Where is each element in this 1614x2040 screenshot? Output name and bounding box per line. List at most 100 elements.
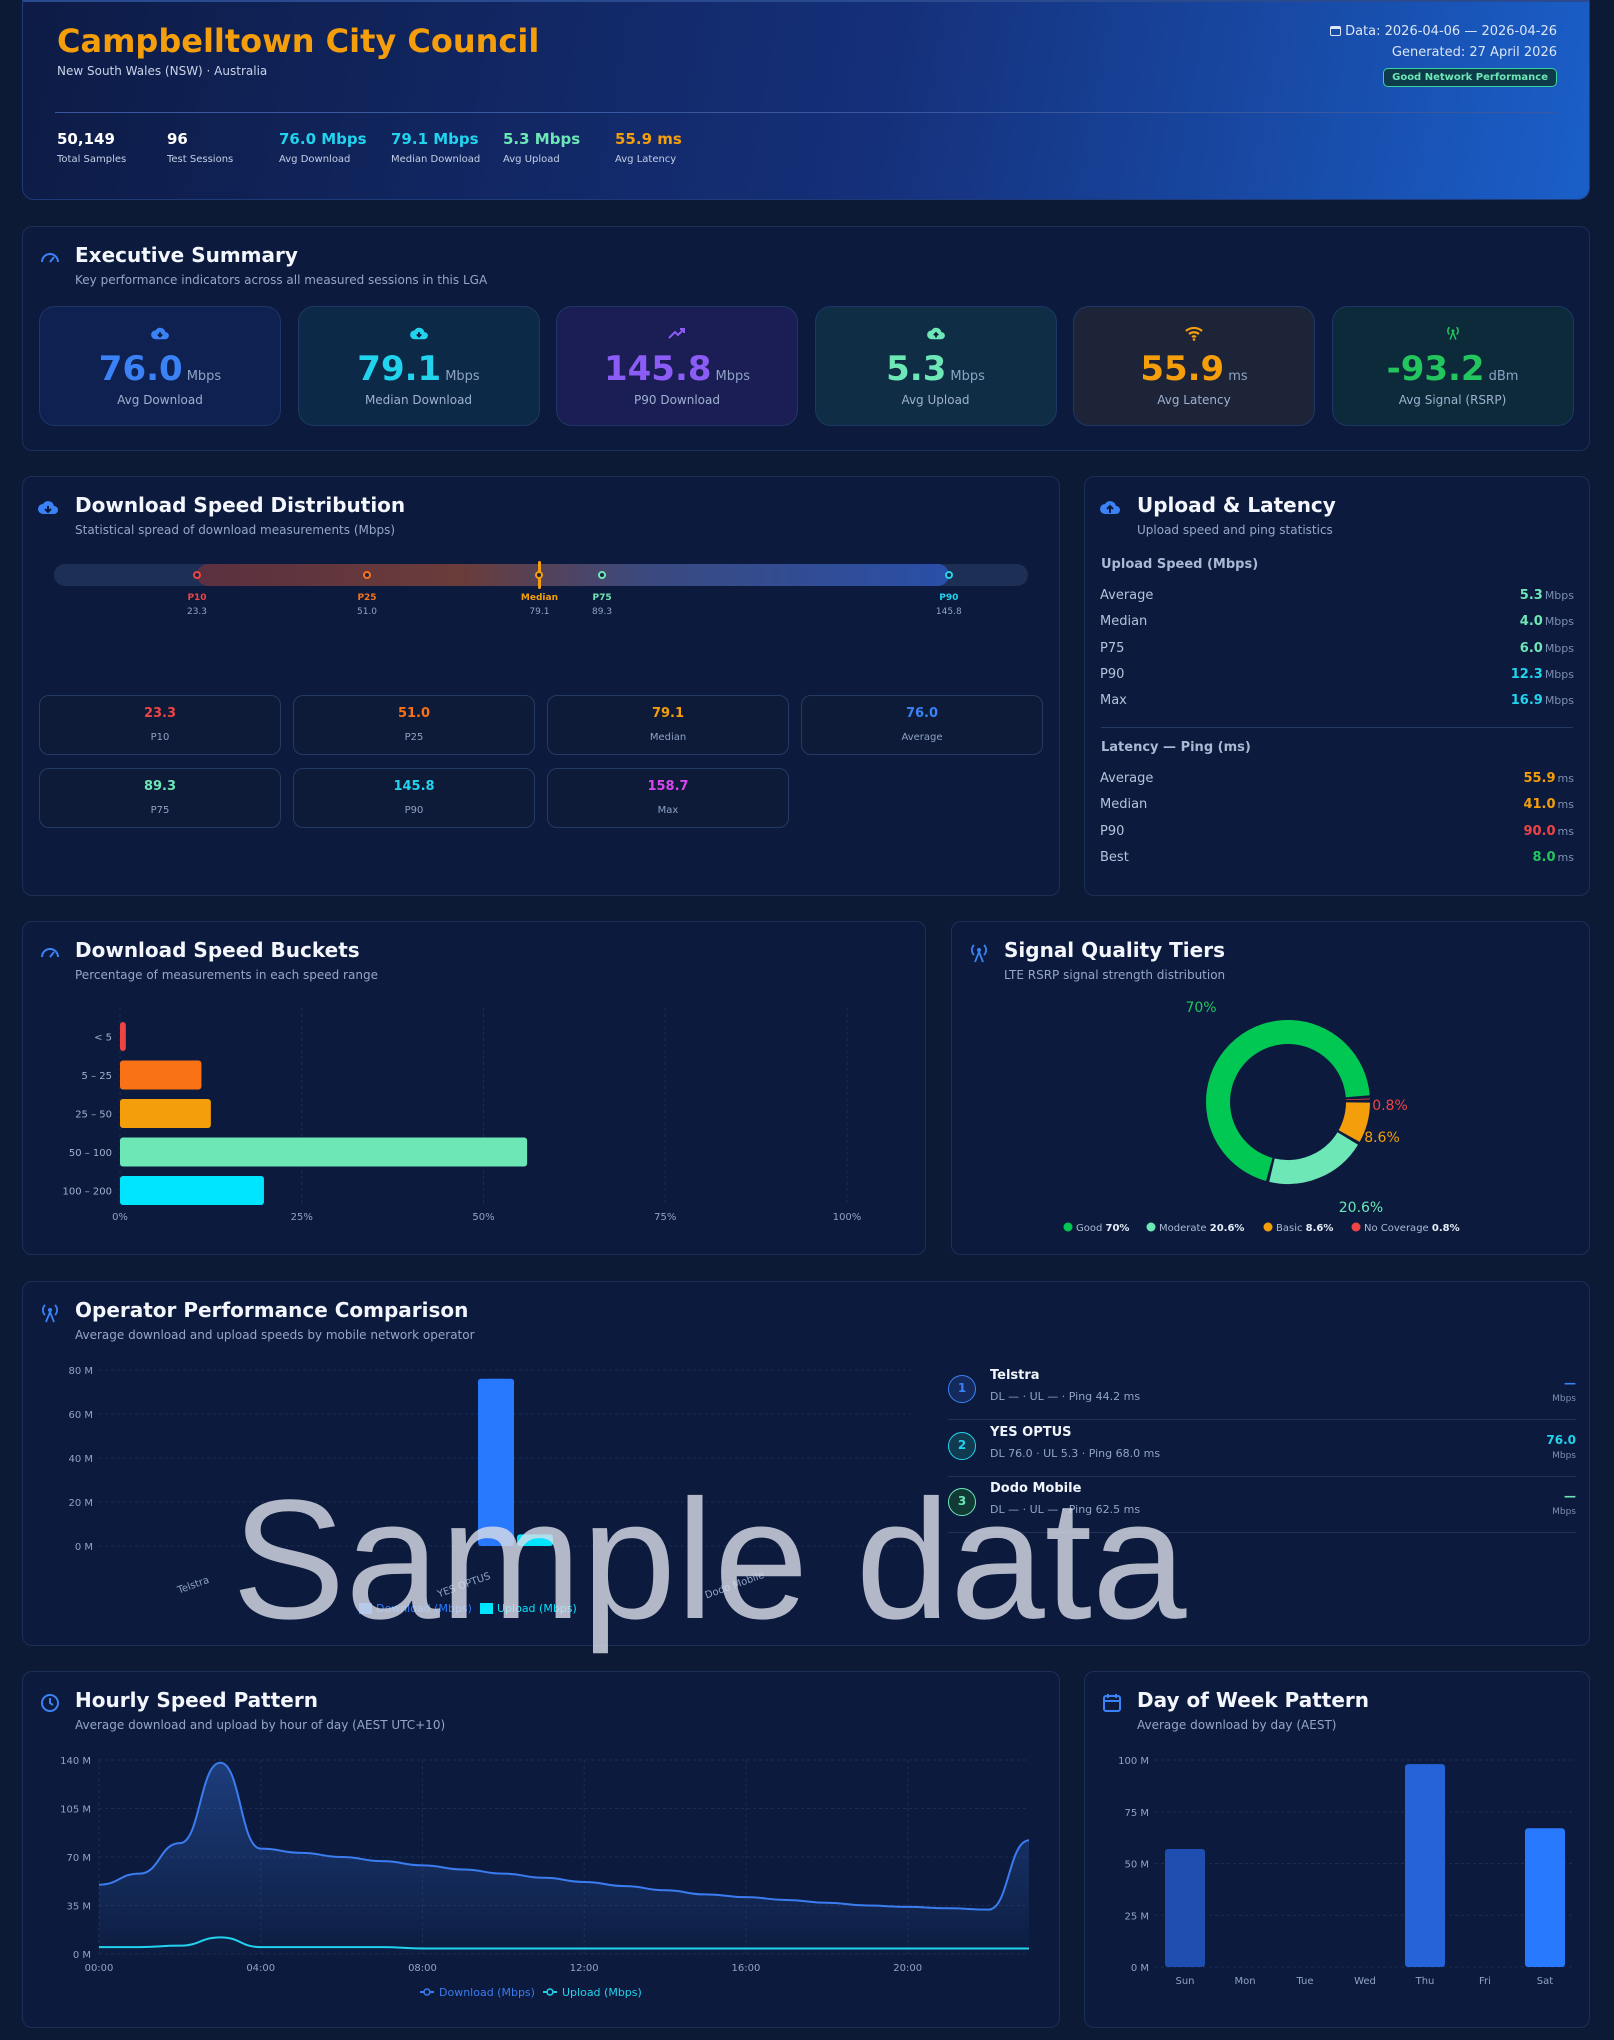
percentile-value: 145.8 [393, 779, 435, 794]
kpi-value: -93.2 dBm [1333, 349, 1573, 389]
marker-label: P25 [357, 593, 377, 603]
section-subtitle: Key performance indicators across all me… [75, 273, 488, 287]
rank-badge: 3 [948, 1488, 976, 1516]
section-title: Download Speed Buckets [75, 938, 360, 962]
legend-swatch [1263, 1222, 1273, 1232]
percentile-value: 89.3 [143, 779, 177, 794]
x-tick-label: Mon [1234, 1976, 1255, 1987]
kpi-unit: dBm [1488, 369, 1519, 384]
kpi-number: 55.9 [1140, 349, 1225, 389]
gauge-icon [41, 253, 59, 263]
upload-stat-row: Average 5.3 Mbps [1100, 588, 1574, 608]
wifi-icon [1074, 325, 1314, 345]
x-tick-label: 00:00 [85, 1963, 114, 1974]
operator-name: YES OPTUS [990, 1424, 1072, 1440]
summary-stat: 96 Test Sessions [167, 130, 233, 165]
header-top-line [23, 0, 1589, 2]
cloud-upload-icon [1100, 501, 1120, 514]
category-label: 25 – 50 [75, 1110, 112, 1121]
latency-stat-row: Average 55.9 ms [1100, 771, 1574, 791]
legend-entry: Basic 8.6% [1276, 1223, 1333, 1234]
legend-entry: Upload (Mbps) [562, 1986, 642, 1999]
slice-label: 8.6% [1364, 1130, 1400, 1146]
speed-buckets-card: Download Speed Buckets Percentage of mea… [22, 921, 926, 1255]
row-label: Median [1100, 614, 1148, 630]
marker-value: 51.0 [356, 607, 378, 617]
cloud-upload-icon [816, 325, 1056, 345]
distribution-range-fill [197, 564, 949, 586]
slice-label: 0.8% [1372, 1098, 1408, 1114]
percentile-box: 79.1 Median [547, 695, 789, 755]
kpi-unit: Mbps [186, 369, 222, 384]
stat-label: Median Download [391, 154, 481, 165]
kpi-label: Avg Upload [901, 393, 970, 407]
percentile-label: Median [649, 732, 687, 743]
donut-slice [1338, 1101, 1370, 1142]
operator-row[interactable]: 1 Telstra DL — · UL — · Ping 44.2 ms — Mbps [948, 1364, 1576, 1420]
signal-tower-icon [1333, 325, 1573, 345]
donut-slice [1269, 1131, 1358, 1184]
x-tick-label: YES OPTUS [435, 1571, 492, 1601]
percentile-label: Average [901, 732, 943, 743]
section-subtitle: Average download and upload by hour of d… [75, 1718, 446, 1732]
kpi-label: Avg Signal (RSRP) [1398, 393, 1507, 407]
operator-row[interactable]: 2 YES OPTUS DL 76.0 · UL 5.3 · Ping 68.0 m… [948, 1421, 1576, 1477]
marker-value: 145.8 [935, 607, 962, 617]
operator-details: DL — · UL — · Ping 44.2 ms [990, 1390, 1141, 1403]
x-tick-label: Thu [1415, 1976, 1435, 1987]
operator-speed: 76.0 [1546, 1432, 1576, 1447]
legend-entry: Moderate 20.6% [1159, 1223, 1244, 1234]
kpi-card: -93.2 dBm Avg Signal (RSRP) [1331, 306, 1574, 426]
marker-dot [598, 571, 607, 579]
y-tick-label: 35 M [66, 1902, 91, 1913]
series-line [98, 1761, 1030, 1911]
legend-entry: Download (Mbps) [376, 1602, 472, 1615]
percentile-value: 79.1 [651, 706, 685, 721]
section-subtitle: Percentage of measurements in each speed… [75, 968, 378, 982]
kpi-value: 5.3 Mbps [816, 349, 1056, 389]
signal-tower-icon [42, 1304, 58, 1323]
cloud-download-icon [40, 325, 280, 345]
summary-stat: 50,149 Total Samples [57, 130, 126, 165]
row-label: P75 [1100, 640, 1125, 656]
kpi-value: 55.9 ms [1074, 349, 1314, 389]
rank-badge: 2 [948, 1431, 976, 1460]
x-tick-label: 12:00 [570, 1963, 599, 1974]
x-tick-label: 16:00 [732, 1963, 761, 1974]
cloud-download-icon [299, 325, 539, 345]
category-label: 100 – 200 [62, 1187, 112, 1198]
marker-dot [535, 571, 544, 579]
x-tick-label: 75% [654, 1212, 676, 1223]
y-tick-label: 40 M [68, 1454, 93, 1465]
percentile-box: 145.8 P90 [293, 768, 535, 828]
clock-icon [41, 1694, 59, 1712]
kpi-number: -93.2 [1386, 349, 1485, 389]
day-bar [1405, 1764, 1445, 1967]
section-title: Executive Summary [75, 243, 298, 267]
category-label: 50 – 100 [69, 1148, 112, 1159]
row-label: Average [1100, 588, 1154, 603]
operator-row[interactable]: 3 Dodo Mobile DL — · UL — · Ping 62.5 ms — M… [948, 1477, 1576, 1533]
category-label: < 5 [94, 1033, 112, 1044]
row-label: P90 [1100, 823, 1125, 839]
operator-details: DL — · UL — · Ping 62.5 ms [990, 1503, 1141, 1516]
operator-comparison-card: Operator Performance Comparison Average … [22, 1281, 1590, 1646]
percentile-label: P10 [150, 732, 170, 743]
y-tick-label: 0 M [1131, 1963, 1149, 1974]
x-tick-label: 25% [291, 1212, 313, 1223]
stat-value: 79.1 Mbps [391, 130, 479, 148]
row-value: 5.3 Mbps [1519, 588, 1574, 603]
donut-slice [1206, 1020, 1370, 1181]
row-label: P90 [1100, 666, 1125, 682]
percentile-box: 76.0 Average [801, 695, 1043, 755]
section-title: Signal Quality Tiers [1004, 938, 1225, 962]
status-badge: Good Network Performance [1383, 68, 1557, 87]
section-subtitle: Average download by day (AEST) [1137, 1718, 1337, 1732]
section-title: Hourly Speed Pattern [75, 1688, 318, 1712]
kpi-number: 145.8 [603, 349, 712, 389]
x-tick-label: 08:00 [408, 1963, 437, 1974]
y-tick-label: 20 M [68, 1498, 93, 1509]
stat-label: Total Samples [57, 154, 127, 165]
day-bar [1165, 1849, 1205, 1967]
x-tick-label: Dodo Mobile [704, 1570, 766, 1602]
